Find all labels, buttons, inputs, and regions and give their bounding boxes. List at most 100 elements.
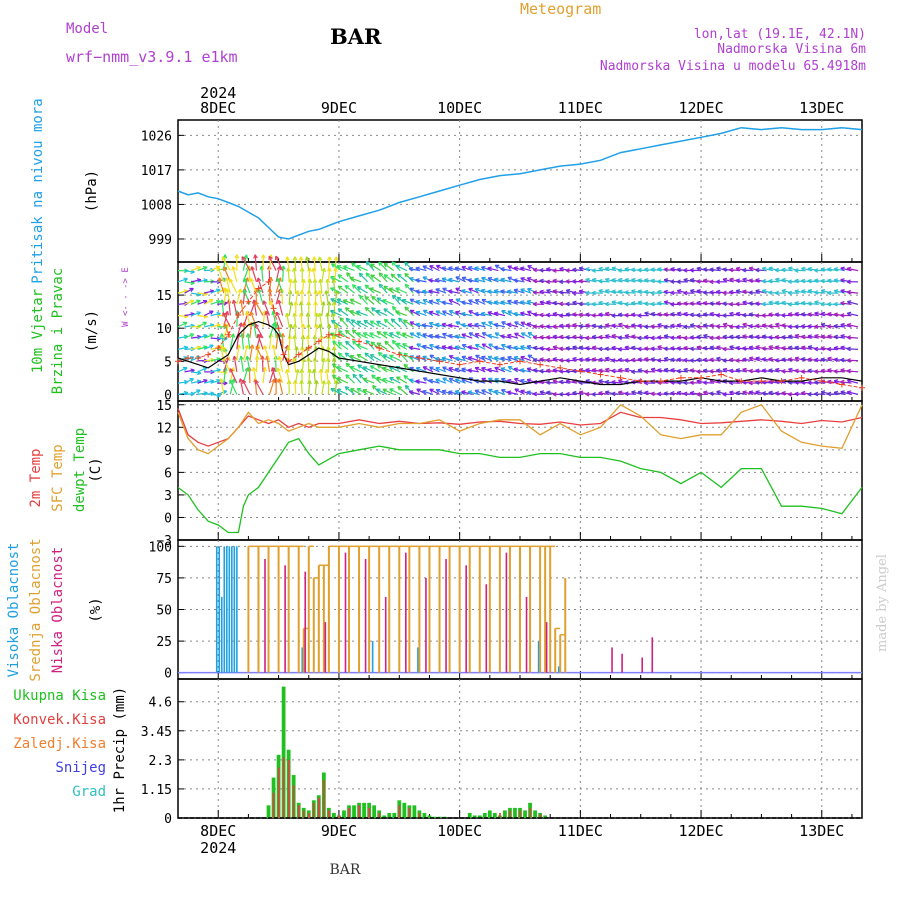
- wind-arrow-head: [748, 390, 754, 395]
- wind-arrow-head: [217, 277, 223, 282]
- top-day-label: 10DEC: [437, 99, 482, 117]
- wind-arrow-head: [520, 389, 525, 394]
- wind-arrow-head: [755, 313, 760, 318]
- wind-arrow-head: [840, 266, 845, 272]
- wind-arrow: [435, 310, 447, 317]
- wind-arrow: [409, 391, 421, 395]
- wind-arrow: [369, 287, 381, 294]
- wind-arrow: [475, 299, 486, 305]
- wind-arrow: [398, 351, 408, 362]
- wind-arrow-head: [572, 368, 577, 374]
- wind-arrow-head: [631, 390, 636, 395]
- wind-arrow-head: [334, 380, 339, 385]
- total-precip-bar: [422, 812, 427, 818]
- wind-arrow-head: [539, 289, 544, 295]
- wind-arrow: [286, 256, 290, 271]
- precip-frame: [177, 678, 863, 819]
- wind-arrow-head: [382, 298, 387, 304]
- wind-arrow-head: [650, 335, 655, 341]
- wind-arrow: [428, 379, 440, 384]
- wind-arrow-head: [301, 278, 306, 284]
- wind-arrow-head: [650, 301, 655, 307]
- wind-arrow-head: [409, 378, 414, 383]
- wind-gust-marker: [225, 331, 232, 338]
- wind-arrow-head: [480, 311, 486, 317]
- wind-arrow-head: [670, 335, 675, 341]
- wind-arrow: [222, 346, 231, 361]
- wind-arrow: [403, 319, 414, 328]
- wind-arrow-head: [715, 335, 721, 341]
- wind-arrow: [318, 256, 323, 271]
- wind-arrow: [204, 290, 215, 294]
- wind-arrow: [247, 333, 251, 350]
- wind-arrow-head: [500, 289, 505, 294]
- wind-gust-marker: [698, 374, 705, 381]
- wind-arrow: [415, 380, 427, 384]
- wind-arrow-head: [365, 260, 371, 266]
- wind-arrow-head: [768, 345, 773, 350]
- wind-arrow-head: [604, 346, 610, 352]
- wind-arrow-head: [552, 278, 557, 284]
- wind-arrow-head: [787, 357, 793, 362]
- wind-gust-marker: [838, 381, 845, 388]
- wind-arrow: [294, 324, 297, 339]
- wind-arrow-head: [631, 345, 636, 351]
- wind-arrow: [392, 294, 401, 305]
- wind-arrow-head: [644, 324, 649, 330]
- wind-arrow-head: [395, 342, 401, 347]
- wind-arrow-head: [840, 334, 845, 339]
- wind-arrow: [330, 276, 342, 283]
- wind-arrow-head: [506, 289, 512, 295]
- wind-arrow-head: [435, 288, 440, 293]
- wind-arrow-head: [448, 390, 453, 395]
- wind-arrow-head: [814, 311, 819, 316]
- wind-arrow: [197, 292, 208, 295]
- wind-arrow-head: [474, 287, 480, 293]
- wind-arrow-head: [337, 352, 343, 358]
- wind-arrow: [461, 378, 473, 384]
- wind-arrow-head: [696, 279, 701, 284]
- wind-arrow-head: [275, 311, 280, 317]
- precip-legend-item: Snijeg: [55, 760, 106, 776]
- wind-arrow: [277, 367, 284, 384]
- wind-arrow-head: [820, 390, 826, 395]
- wind-arrow-head: [846, 322, 852, 328]
- wind-arrow-head: [435, 322, 440, 328]
- bottom-day-label: 13DEC: [799, 822, 844, 840]
- wind-arrow: [326, 279, 329, 294]
- wind-arrow-head: [532, 290, 538, 295]
- wind-arrow-head: [807, 323, 812, 329]
- wind-gust-marker: [280, 351, 287, 358]
- wind-arrow: [415, 279, 427, 283]
- conv-precip-bar: [499, 812, 501, 818]
- wind-arrow-head: [428, 278, 433, 283]
- wind-arrow: [801, 280, 813, 283]
- wind-arrow: [336, 366, 349, 373]
- wind-arrow: [376, 331, 388, 339]
- wind-arrow-head: [461, 288, 466, 294]
- wind-arrow-head: [735, 358, 740, 363]
- wind-arrow: [265, 311, 271, 327]
- wind-arrow-head: [358, 272, 364, 278]
- wind-arrow-head: [689, 368, 695, 373]
- wind-arrow: [246, 356, 251, 372]
- wind-arrow: [293, 267, 297, 282]
- wind-arrow-head: [487, 300, 492, 305]
- wind-arrow-head: [676, 289, 682, 294]
- wind-arrow-head: [388, 287, 394, 292]
- wind-arrow: [389, 388, 401, 395]
- wind-arrow: [308, 267, 311, 282]
- wind-arrow: [703, 359, 715, 362]
- wind-arrow-head: [389, 388, 394, 393]
- wind-arrow-head: [663, 346, 668, 352]
- wind-arrow-head: [493, 277, 499, 283]
- wind-arrow-head: [409, 287, 414, 292]
- wind-arrow-head: [356, 264, 361, 270]
- wind-arrow: [203, 344, 214, 350]
- wind-arrow-head: [624, 290, 629, 295]
- wind-arrow-head: [578, 266, 584, 271]
- wind-arrow-head: [342, 299, 348, 304]
- wind-arrow: [228, 299, 231, 316]
- wind-arrow: [605, 381, 617, 384]
- wind-arrow-head: [337, 274, 343, 279]
